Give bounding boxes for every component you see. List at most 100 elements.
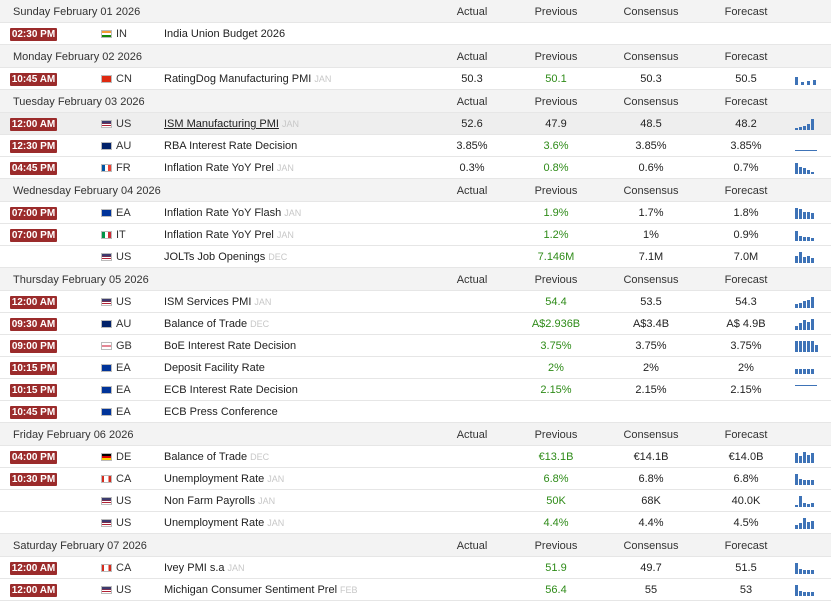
sparkline-chart[interactable] [795,251,819,263]
event-row[interactable]: 10:45 AM CN RatingDog Manufacturing PMI JAN… [0,68,831,90]
event-row[interactable]: 12:00 AM US Michigan Consumer Sentiment Pr… [0,579,831,601]
column-header-forecast[interactable]: Forecast [724,429,768,441]
event-title-link[interactable]: Inflation Rate YoY Prel [164,229,274,241]
event-title-link[interactable]: ECB Interest Rate Decision [164,384,298,396]
event-title-link[interactable]: ISM Services PMI [164,296,252,308]
event-title-link[interactable]: India Union Budget 2026 [164,28,286,40]
event-name[interactable]: ECB Press Conference [164,406,278,418]
column-header-consensus[interactable]: Consensus [623,6,679,18]
column-header-previous[interactable]: Previous [534,6,578,18]
event-name[interactable]: Ivey PMI s.a JAN [164,562,245,574]
sparkline-chart[interactable] [795,229,819,241]
column-header-actual[interactable]: Actual [456,96,488,108]
event-title-link[interactable]: Non Farm Payrolls [164,495,256,507]
column-header-previous[interactable]: Previous [534,429,578,441]
event-name[interactable]: Deposit Facility Rate [164,362,265,374]
column-header-consensus[interactable]: Consensus [623,51,679,63]
sparkline-chart[interactable] [795,473,819,485]
sparkline-chart[interactable] [795,73,819,85]
event-name[interactable]: Michigan Consumer Sentiment Prel FEB [164,584,358,596]
column-header-consensus[interactable]: Consensus [623,274,679,286]
event-name[interactable]: Balance of Trade DEC [164,318,269,330]
event-name[interactable]: Balance of Trade DEC [164,451,269,463]
column-header-forecast[interactable]: Forecast [724,274,768,286]
event-title-link[interactable]: Balance of Trade [164,318,248,330]
column-header-previous[interactable]: Previous [534,540,578,552]
event-row[interactable]: 09:30 AM AU Balance of Trade DEC A$2.936B A$3… [0,313,831,335]
sparkline-chart[interactable] [795,296,819,308]
column-header-forecast[interactable]: Forecast [724,6,768,18]
event-row[interactable]: 10:45 PM EA ECB Press Conference [0,401,831,423]
column-header-previous[interactable]: Previous [534,185,578,197]
column-header-forecast[interactable]: Forecast [724,96,768,108]
sparkline-chart[interactable] [795,362,819,374]
event-title-link[interactable]: ISM Manufacturing PMI [164,118,279,130]
event-row[interactable]: 07:00 PM EA Inflation Rate YoY Flash JAN 1.9… [0,202,831,224]
event-title-link[interactable]: RBA Interest Rate Decision [164,140,298,152]
event-row[interactable]: US JOLTs Job Openings DEC 7.146M 7.1M 7.0M [0,246,831,268]
event-name[interactable]: RatingDog Manufacturing PMI JAN [164,73,331,85]
event-row[interactable]: US Unemployment Rate JAN 4.4% 4.4% 4.5% [0,512,831,534]
event-title-link[interactable]: RatingDog Manufacturing PMI [164,73,312,85]
event-title-link[interactable]: Balance of Trade [164,451,248,463]
column-header-actual[interactable]: Actual [456,51,488,63]
event-name[interactable]: Non Farm Payrolls JAN [164,495,275,507]
column-header-forecast[interactable]: Forecast [724,51,768,63]
event-row[interactable]: 04:45 PM FR Inflation Rate YoY Prel JAN 0.3%… [0,157,831,179]
sparkline-chart[interactable] [795,517,819,529]
sparkline-chart[interactable] [795,451,819,463]
event-title-link[interactable]: ECB Press Conference [164,406,278,418]
column-header-forecast[interactable]: Forecast [724,185,768,197]
event-title-link[interactable]: Deposit Facility Rate [164,362,265,374]
event-row[interactable]: 12:30 PM AU RBA Interest Rate Decision 3.85… [0,135,831,157]
event-title-link[interactable]: Michigan Consumer Sentiment Prel [164,584,338,596]
event-row[interactable]: 12:00 AM CA Ivey PMI s.a JAN 51.9 49.7 51.5 [0,557,831,579]
event-row[interactable]: 02:30 PM IN India Union Budget 2026 [0,23,831,45]
event-name[interactable]: Inflation Rate YoY Prel JAN [164,162,294,174]
event-title-link[interactable]: JOLTs Job Openings [164,251,266,263]
column-header-previous[interactable]: Previous [534,96,578,108]
event-name[interactable]: Unemployment Rate JAN [164,517,284,529]
column-header-actual[interactable]: Actual [456,6,488,18]
event-name[interactable]: Inflation Rate YoY Prel JAN [164,229,294,241]
column-header-consensus[interactable]: Consensus [623,429,679,441]
event-row[interactable]: 07:00 PM IT Inflation Rate YoY Prel JAN 1.2%… [0,224,831,246]
column-header-previous[interactable]: Previous [534,274,578,286]
column-header-previous[interactable]: Previous [534,51,578,63]
event-name[interactable]: ISM Services PMI JAN [164,296,271,308]
event-name[interactable]: BoE Interest Rate Decision [164,340,296,352]
column-header-actual[interactable]: Actual [456,540,488,552]
event-title-link[interactable]: Inflation Rate YoY Flash [164,207,282,219]
event-title-link[interactable]: Unemployment Rate [164,473,265,485]
column-header-actual[interactable]: Actual [456,274,488,286]
event-name[interactable]: Inflation Rate YoY Flash JAN [164,207,301,219]
sparkline-chart[interactable] [795,162,819,174]
sparkline-chart[interactable] [795,140,819,152]
event-title-link[interactable]: Unemployment Rate [164,517,265,529]
event-name[interactable]: RBA Interest Rate Decision [164,140,297,152]
event-title-link[interactable]: Ivey PMI s.a [164,562,225,574]
event-row[interactable]: 09:00 PM GB BoE Interest Rate Decision 3.75… [0,335,831,357]
column-header-consensus[interactable]: Consensus [623,185,679,197]
event-name[interactable]: India Union Budget 2026 [164,28,285,40]
event-name[interactable]: ISM Manufacturing PMI JAN [164,118,299,130]
event-row[interactable]: 10:30 PM CA Unemployment Rate JAN 6.8% 6.8% 6.… [0,468,831,490]
event-name[interactable]: JOLTs Job Openings DEC [164,251,287,263]
column-header-consensus[interactable]: Consensus [623,96,679,108]
event-row[interactable]: US Non Farm Payrolls JAN 50K 68K 40.0K [0,490,831,512]
column-header-forecast[interactable]: Forecast [724,540,768,552]
event-title-link[interactable]: BoE Interest Rate Decision [164,340,297,352]
event-row[interactable]: 10:15 PM EA ECB Interest Rate Decision 2.15… [0,379,831,401]
sparkline-chart[interactable] [795,118,819,130]
column-header-consensus[interactable]: Consensus [623,540,679,552]
sparkline-chart[interactable] [795,384,819,396]
sparkline-chart[interactable] [795,340,819,352]
sparkline-chart[interactable] [795,495,819,507]
event-name[interactable]: ECB Interest Rate Decision [164,384,298,396]
sparkline-chart[interactable] [795,584,819,596]
event-title-link[interactable]: Inflation Rate YoY Prel [164,162,274,174]
event-row[interactable]: 04:00 PM DE Balance of Trade DEC €13.1B €14.1… [0,446,831,468]
event-row[interactable]: 10:15 PM EA Deposit Facility Rate 2% 2% 2% [0,357,831,379]
column-header-actual[interactable]: Actual [456,185,488,197]
event-row[interactable]: 12:00 AM US ISM Services PMI JAN 54.4 53.5 54.… [0,291,831,313]
